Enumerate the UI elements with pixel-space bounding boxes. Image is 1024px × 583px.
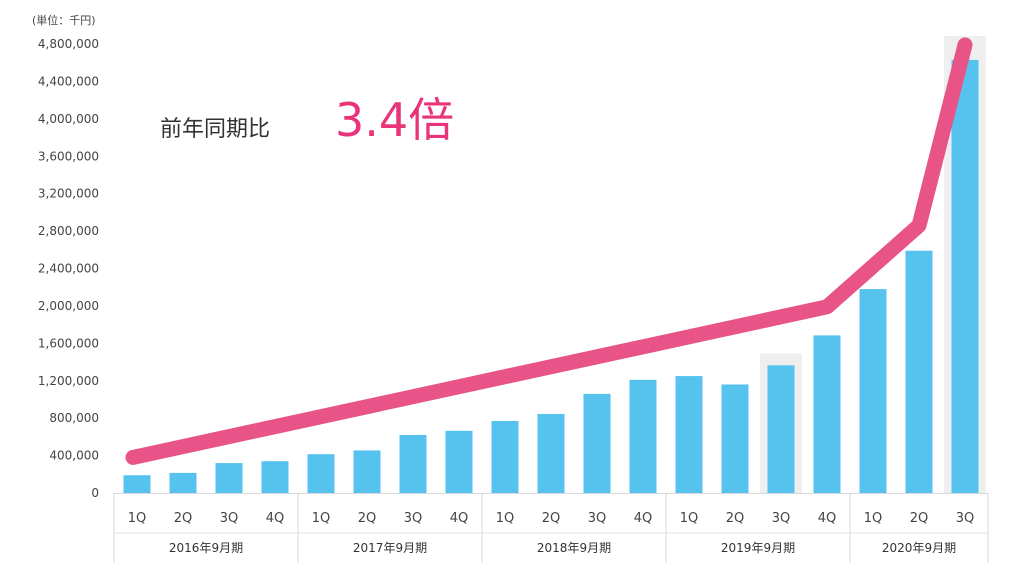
x-tick-label: 3Q bbox=[404, 511, 423, 526]
trend-line-path bbox=[125, 37, 973, 465]
y-tick-label: 2,000,000 bbox=[38, 299, 99, 313]
x-tick-label: 1Q bbox=[128, 511, 147, 526]
y-tick-label: 800,000 bbox=[49, 411, 99, 425]
x-tick-label: 2Q bbox=[726, 511, 745, 526]
x-tick-label: 3Q bbox=[772, 511, 791, 526]
bar bbox=[261, 461, 289, 493]
y-tick-label: 400,000 bbox=[49, 449, 99, 463]
bar bbox=[353, 450, 381, 493]
bar bbox=[169, 472, 197, 493]
x-tick-label: 1Q bbox=[312, 511, 331, 526]
bar bbox=[721, 384, 749, 493]
trend-line bbox=[125, 37, 973, 465]
x-tick-label: 2Q bbox=[542, 511, 561, 526]
annotation-label: 前年同期比 bbox=[160, 117, 270, 142]
y-tick-label: 4,800,000 bbox=[38, 37, 99, 51]
bar bbox=[215, 463, 243, 493]
x-tick-label: 1Q bbox=[496, 511, 515, 526]
x-tick-label: 3Q bbox=[956, 511, 975, 526]
group-label: 2018年9月期 bbox=[537, 541, 611, 555]
y-tick-label: 4,400,000 bbox=[38, 74, 99, 88]
bar bbox=[905, 250, 933, 493]
bar bbox=[767, 365, 795, 493]
bar bbox=[675, 376, 703, 493]
group-label: 2019年9月期 bbox=[721, 541, 795, 555]
y-tick-label: 4,000,000 bbox=[38, 112, 99, 126]
y-tick-label: 3,600,000 bbox=[38, 149, 99, 163]
x-axis: 1Q 2Q 3Q 4Q 1Q 2Q 3Q 4Q 1Q 2Q 3Q 4Q 1Q 2Q 3Q 4Q 1Q 2Q 3Q 20… bbox=[113, 493, 989, 563]
x-tick-label: 3Q bbox=[220, 511, 239, 526]
x-tick-label: 4Q bbox=[818, 511, 837, 526]
bar bbox=[445, 430, 473, 493]
x-tick-label: 4Q bbox=[634, 511, 653, 526]
group-label: 2016年9月期 bbox=[169, 541, 243, 555]
bar bbox=[813, 335, 841, 493]
bar bbox=[307, 454, 335, 493]
x-tick-label: 2Q bbox=[910, 511, 929, 526]
bar bbox=[951, 59, 979, 493]
y-axis: 0 400,000 800,000 1,200,000 1,600,000 2,000,0… bbox=[38, 37, 99, 500]
y-tick-label: 2,400,000 bbox=[38, 262, 99, 276]
y-tick-label: 0 bbox=[91, 486, 99, 500]
y-tick-label: 1,200,000 bbox=[38, 374, 99, 388]
x-tick-label: 4Q bbox=[266, 511, 285, 526]
annotation-value: 3.4倍 bbox=[335, 93, 454, 147]
bar bbox=[859, 289, 887, 493]
x-tick-label: 4Q bbox=[450, 511, 469, 526]
y-tick-label: 2,800,000 bbox=[38, 224, 99, 238]
y-tick-label: 3,200,000 bbox=[38, 187, 99, 201]
x-tick-label: 2Q bbox=[358, 511, 377, 526]
unit-label: (単位：千円) bbox=[32, 13, 96, 27]
bar bbox=[583, 393, 611, 493]
x-tick-label: 3Q bbox=[588, 511, 607, 526]
x-tick-label: 1Q bbox=[680, 511, 699, 526]
bar bbox=[629, 379, 657, 493]
group-label: 2017年9月期 bbox=[353, 541, 427, 555]
bars bbox=[123, 59, 979, 493]
bar bbox=[399, 435, 427, 493]
bar bbox=[123, 475, 151, 493]
group-label: 2020年9月期 bbox=[882, 541, 956, 555]
x-tick-label: 2Q bbox=[174, 511, 193, 526]
bar bbox=[491, 420, 519, 493]
x-tick-label: 1Q bbox=[864, 511, 883, 526]
bar bbox=[537, 413, 565, 493]
y-tick-label: 1,600,000 bbox=[38, 336, 99, 350]
